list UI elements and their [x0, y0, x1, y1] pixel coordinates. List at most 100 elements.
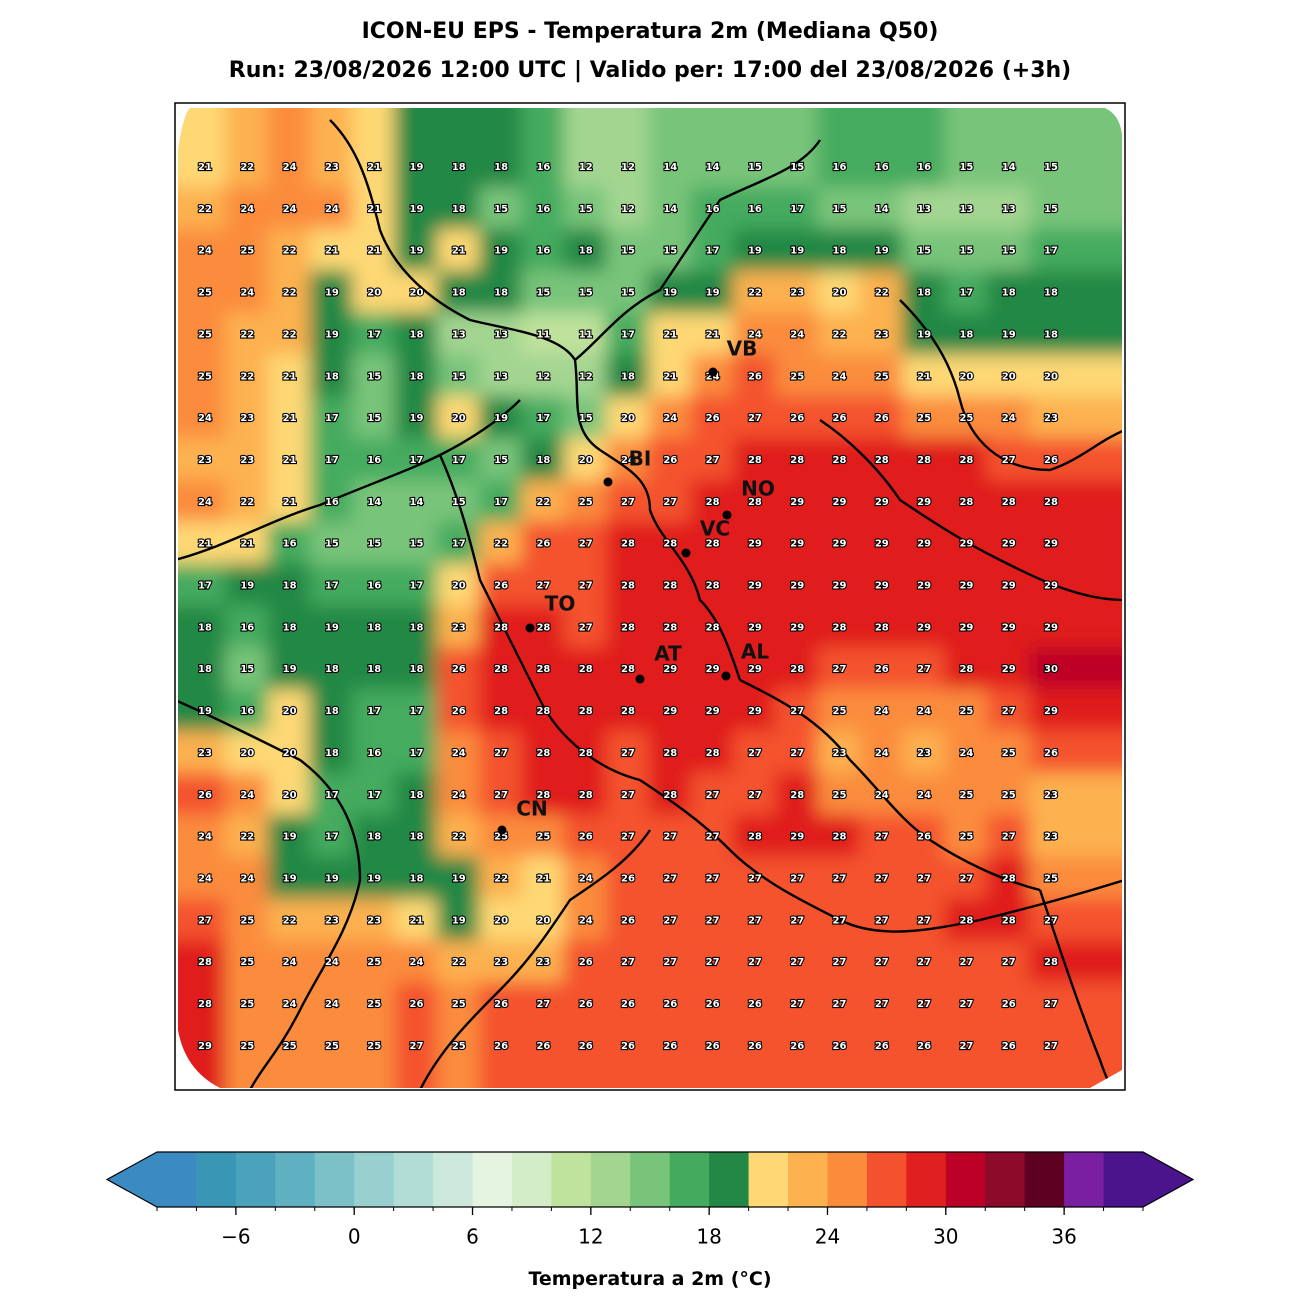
temperature-cell [986, 1023, 1031, 1088]
value-label: 24 [198, 413, 212, 424]
value-label: 27 [790, 915, 804, 926]
temperature-cell [859, 479, 904, 524]
temperature-cell [648, 940, 693, 985]
value-label: 26 [621, 915, 635, 926]
temperature-cell [732, 521, 778, 566]
temperature-cell [478, 605, 524, 650]
temperature-cell [478, 814, 524, 859]
temperature-cell [775, 186, 820, 231]
value-label: 19 [283, 873, 297, 884]
colorbar-label: Temperatura a 2m (°C) [528, 1268, 771, 1290]
value-label: 27 [1044, 1041, 1058, 1052]
value-label: 17 [452, 539, 466, 550]
temperature-cell [309, 479, 355, 524]
temperature-cell [225, 772, 270, 817]
value-label: 28 [579, 706, 593, 717]
value-label: 20 [367, 288, 381, 299]
temperature-cell [690, 898, 735, 943]
value-label: 21 [367, 204, 381, 215]
value-label: 28 [748, 832, 762, 843]
temperature-cell [1028, 689, 1122, 733]
value-label: 29 [875, 581, 889, 592]
temperature-cell [986, 730, 1031, 775]
temperature-cell [267, 108, 312, 189]
value-label: 29 [663, 664, 677, 675]
value-label: 17 [959, 288, 973, 299]
value-label: 25 [790, 371, 804, 382]
temperature-cell [267, 396, 312, 441]
temperature-cell [178, 730, 228, 775]
value-label: 27 [663, 497, 677, 508]
temperature-cell [394, 982, 439, 1026]
value-label: 18 [325, 664, 339, 675]
temperature-cell [817, 814, 862, 859]
temperature-cell [225, 186, 270, 231]
temperature-cell [732, 312, 778, 357]
temperature-cell [901, 605, 947, 650]
temperature-cell [352, 521, 397, 566]
temperature-cell [648, 479, 693, 524]
temperature-cell [817, 689, 862, 733]
temperature-cell [267, 438, 312, 482]
temperature-cell [944, 108, 989, 189]
temperature-cell [775, 1023, 820, 1088]
temperature-cell [690, 1023, 735, 1088]
value-label: 29 [917, 539, 931, 550]
temperature-cell [690, 940, 735, 985]
temperature-cell [309, 521, 355, 566]
value-label: 19 [325, 288, 339, 299]
value-label: 25 [875, 371, 889, 382]
temperature-cell [478, 856, 524, 901]
temperature-cell [521, 814, 566, 859]
value-label: 17 [367, 706, 381, 717]
temperature-cell [1028, 814, 1122, 859]
temperature-cell [944, 856, 989, 901]
value-label: 17 [790, 204, 804, 215]
temperature-cell [309, 396, 355, 441]
value-label: 24 [325, 999, 339, 1010]
value-label: 26 [1044, 748, 1058, 759]
temperature-cell [394, 563, 439, 608]
value-label: 21 [452, 246, 466, 257]
value-label: 20 [452, 413, 466, 424]
value-label: 26 [494, 581, 508, 592]
value-label: 15 [1044, 162, 1058, 173]
temperature-cell [732, 186, 778, 231]
temperature-cell [986, 814, 1031, 859]
value-label: 28 [621, 581, 635, 592]
value-label: 26 [748, 1041, 762, 1052]
value-label: 25 [198, 329, 212, 340]
colorbar-segment [945, 1152, 986, 1207]
value-label: 27 [790, 748, 804, 759]
value-label: 23 [325, 162, 339, 173]
temperature-cell [859, 982, 904, 1026]
value-label: 28 [536, 664, 550, 675]
value-label: 16 [367, 455, 381, 466]
colorbar-tick-label: 12 [578, 1225, 603, 1249]
value-label: 18 [367, 622, 381, 633]
temperature-cell [521, 940, 566, 985]
colorbar-tick-label: 30 [933, 1225, 958, 1249]
value-label: 29 [706, 664, 720, 675]
temperature-cell [605, 186, 651, 231]
value-label: 25 [959, 832, 973, 843]
colorbar-segment [551, 1152, 592, 1207]
temperature-cell [478, 354, 524, 399]
temperature-cell [521, 730, 566, 775]
colorbar-segment [788, 1152, 828, 1207]
temperature-cell [944, 647, 989, 692]
value-label: 27 [579, 581, 593, 592]
temperature-cell [521, 354, 566, 399]
temperature-cell [605, 856, 651, 901]
temperature-cell [394, 521, 439, 566]
temperature-cell [775, 270, 820, 315]
temperature-cell [1028, 1023, 1122, 1088]
value-label: 26 [748, 371, 762, 382]
value-label: 25 [283, 1041, 297, 1052]
temperature-cell [267, 1023, 312, 1088]
temperature-cell [178, 312, 228, 357]
colorbar-segment [511, 1152, 552, 1207]
temperature-cell [986, 186, 1031, 231]
temperature-cell [690, 982, 735, 1026]
value-label: 28 [536, 706, 550, 717]
